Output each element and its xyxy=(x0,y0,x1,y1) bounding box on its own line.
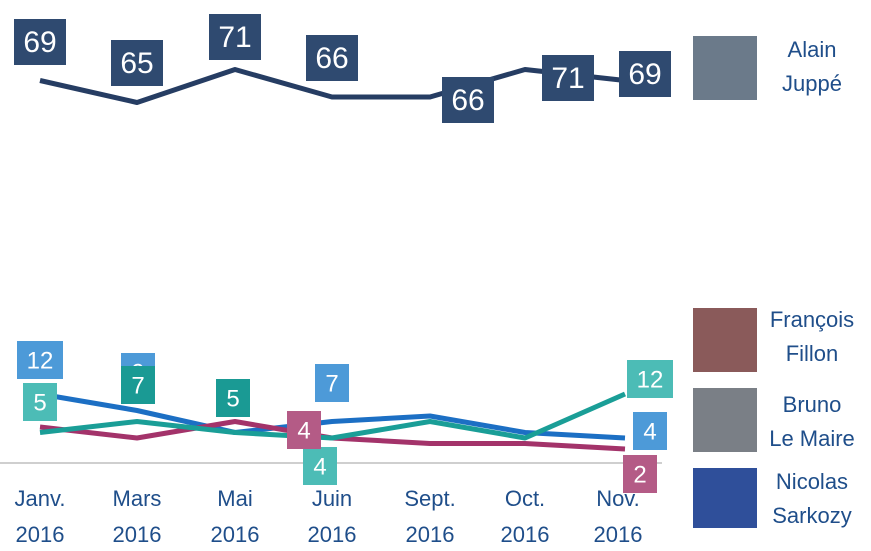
value-label: 71 xyxy=(218,21,251,54)
value-label-box xyxy=(315,364,349,402)
value-label: 66 xyxy=(315,42,348,75)
x-tick-label: Oct. 2016 xyxy=(501,486,550,547)
value-label-box xyxy=(619,51,671,97)
value-label-box xyxy=(303,447,337,485)
series-line xyxy=(39,67,626,105)
value-label: 4 xyxy=(313,453,326,480)
value-label-box xyxy=(623,455,657,493)
legend-label: Alain Juppé xyxy=(782,37,842,96)
value-label: 65 xyxy=(120,47,153,80)
value-label-box xyxy=(17,341,63,379)
value-label-box xyxy=(121,366,155,404)
value-label-box xyxy=(627,360,673,398)
value-label-box xyxy=(216,379,250,417)
value-label-box xyxy=(111,40,163,86)
photo xyxy=(693,308,757,372)
value-label: 66 xyxy=(451,84,484,117)
value-label-box xyxy=(23,383,57,421)
value-label: 71 xyxy=(551,62,584,95)
photo xyxy=(693,36,757,100)
value-label: 69 xyxy=(23,26,56,59)
value-label-box xyxy=(14,19,66,65)
value-label: 5 xyxy=(226,385,239,412)
x-tick-label: Mars 2016 xyxy=(113,486,162,547)
value-label: 7 xyxy=(325,370,338,397)
value-label: 7 xyxy=(131,372,144,399)
value-label: 69 xyxy=(628,58,661,91)
value-label: 12 xyxy=(637,366,664,393)
value-label-box xyxy=(542,55,594,101)
value-label-box xyxy=(633,412,667,450)
value-label: 5 xyxy=(33,389,46,416)
value-label: 2 xyxy=(633,461,646,488)
legend-label: Bruno Le Maire xyxy=(769,392,855,451)
x-tick-label: Nov. 2016 xyxy=(594,486,643,547)
x-tick-label: Sept. 2016 xyxy=(404,486,455,547)
value-label-box xyxy=(442,77,494,123)
series-line xyxy=(39,391,627,441)
legend-label: François Fillon xyxy=(770,307,854,366)
photo xyxy=(693,468,757,528)
value-label: 4 xyxy=(643,418,656,445)
legend-label: Nicolas Sarkozy xyxy=(772,469,851,528)
value-label: 4 xyxy=(297,417,310,444)
series-line xyxy=(39,391,626,441)
x-tick-label: Janv. 2016 xyxy=(15,486,66,547)
value-label: 12 xyxy=(27,347,54,374)
photo xyxy=(693,388,757,452)
value-label-box xyxy=(287,411,321,449)
value-label-box xyxy=(306,35,358,81)
x-tick-label: Mai 2016 xyxy=(211,486,260,547)
legend-photos xyxy=(693,36,757,528)
value-label-box xyxy=(209,14,261,60)
x-tick-label: Juin 2016 xyxy=(308,486,357,547)
